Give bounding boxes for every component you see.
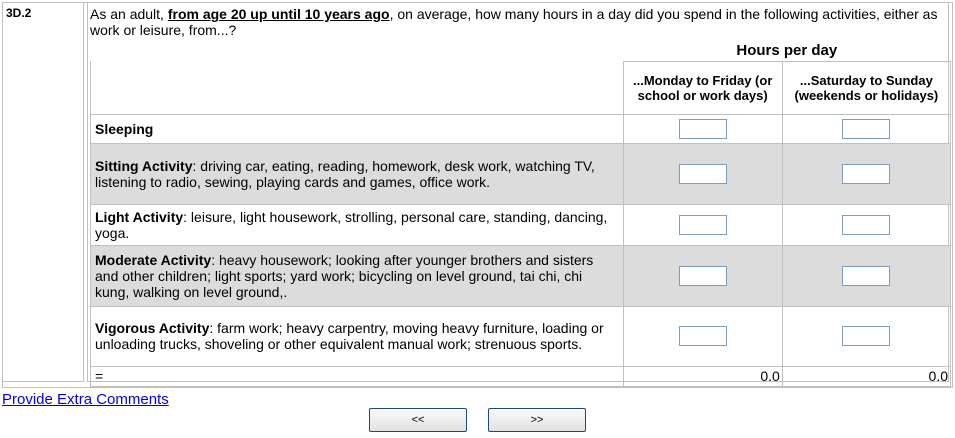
question-number: 3D.2: [2, 2, 84, 382]
row-light: Light Activity: leisure, light housework…: [90, 203, 952, 246]
question-text-end: , on average, how many hours in a day di…: [90, 6, 938, 38]
row-sitting: Sitting Activity: driving car, eating, r…: [90, 142, 952, 205]
provide-extra-comments-link[interactable]: Provide Extra Comments: [2, 391, 169, 408]
weekday-header: ...Monday to Friday (or school or work d…: [622, 60, 783, 115]
question-text-start: As an adult,: [90, 6, 168, 22]
question-body: As an adult, from age 20 up until 10 yea…: [87, 2, 952, 387]
activity-label: Sleeping: [90, 113, 624, 144]
sleeping-weekday-input[interactable]: [678, 118, 727, 139]
row-total: = 0.0 0.0: [90, 365, 952, 387]
weekend-header: ...Saturday to Sunday (weekends or holid…: [781, 60, 952, 115]
sitting-weekday-input[interactable]: [678, 163, 727, 184]
moderate-weekend-input[interactable]: [842, 265, 891, 286]
sleeping-weekend-input[interactable]: [842, 118, 891, 139]
activity-label: Moderate Activity: heavy housework; look…: [90, 244, 624, 307]
weekend-total: 0.0: [781, 365, 952, 387]
next-button[interactable]: >>: [488, 408, 586, 432]
row-moderate: Moderate Activity: heavy housework; look…: [90, 244, 952, 307]
question-text: As an adult, from age 20 up until 10 yea…: [90, 6, 940, 38]
sitting-weekend-input[interactable]: [842, 163, 891, 184]
question-emphasis: from age 20 up until 10 years ago: [167, 6, 390, 22]
total-label: =: [90, 365, 624, 387]
light-weekday-input[interactable]: [678, 214, 727, 235]
hours-per-day-title: Hours per day: [736, 41, 838, 59]
activity-label: Light Activity: leisure, light housework…: [90, 203, 624, 246]
vigorous-weekend-input[interactable]: [842, 326, 891, 346]
row-sleeping: Sleeping: [90, 113, 952, 144]
vigorous-weekday-input[interactable]: [678, 326, 727, 346]
previous-button[interactable]: <<: [369, 408, 467, 432]
activity-label: Vigorous Activity: farm work; heavy carp…: [90, 305, 624, 367]
moderate-weekday-input[interactable]: [678, 265, 727, 286]
hours-grid: Hours per day ...Monday to Friday (or sc…: [90, 41, 952, 387]
activity-label: Sitting Activity: driving car, eating, r…: [90, 142, 624, 205]
light-weekend-input[interactable]: [842, 214, 891, 235]
row-vigorous: Vigorous Activity: farm work; heavy carp…: [90, 305, 952, 367]
weekday-total: 0.0: [622, 365, 783, 387]
